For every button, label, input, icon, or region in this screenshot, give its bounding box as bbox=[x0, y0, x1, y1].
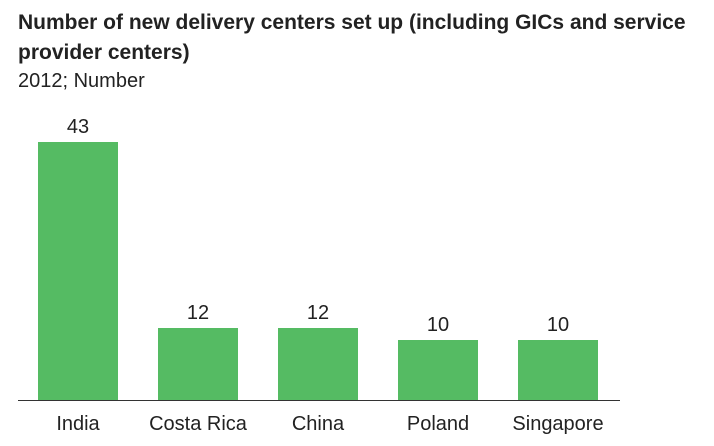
category-label-india: India bbox=[56, 413, 100, 435]
bar-india bbox=[38, 142, 118, 400]
value-label-singapore: 10 bbox=[547, 314, 569, 336]
chart-title: Number of new delivery centers set up (i… bbox=[18, 11, 686, 64]
category-label-costa-rica: Costa Rica bbox=[149, 413, 248, 435]
value-label-india: 43 bbox=[67, 116, 89, 138]
bar-singapore bbox=[518, 340, 598, 400]
value-label-costa-rica: 12 bbox=[187, 302, 209, 324]
category-labels-group: India Costa Rica China Poland Singapore bbox=[56, 413, 603, 435]
bar-poland bbox=[398, 340, 478, 400]
bars-group bbox=[38, 142, 598, 400]
category-label-singapore: Singapore bbox=[512, 413, 603, 435]
category-label-poland: Poland bbox=[407, 413, 469, 435]
value-label-poland: 10 bbox=[427, 314, 449, 336]
value-label-china: 12 bbox=[307, 302, 329, 324]
chart-subtitle: 2012; Number bbox=[18, 70, 145, 92]
category-label-china: China bbox=[292, 413, 345, 435]
bar-costa-rica bbox=[158, 328, 238, 400]
bar-china bbox=[278, 328, 358, 400]
value-labels-group: 43 12 12 10 10 bbox=[67, 116, 569, 336]
